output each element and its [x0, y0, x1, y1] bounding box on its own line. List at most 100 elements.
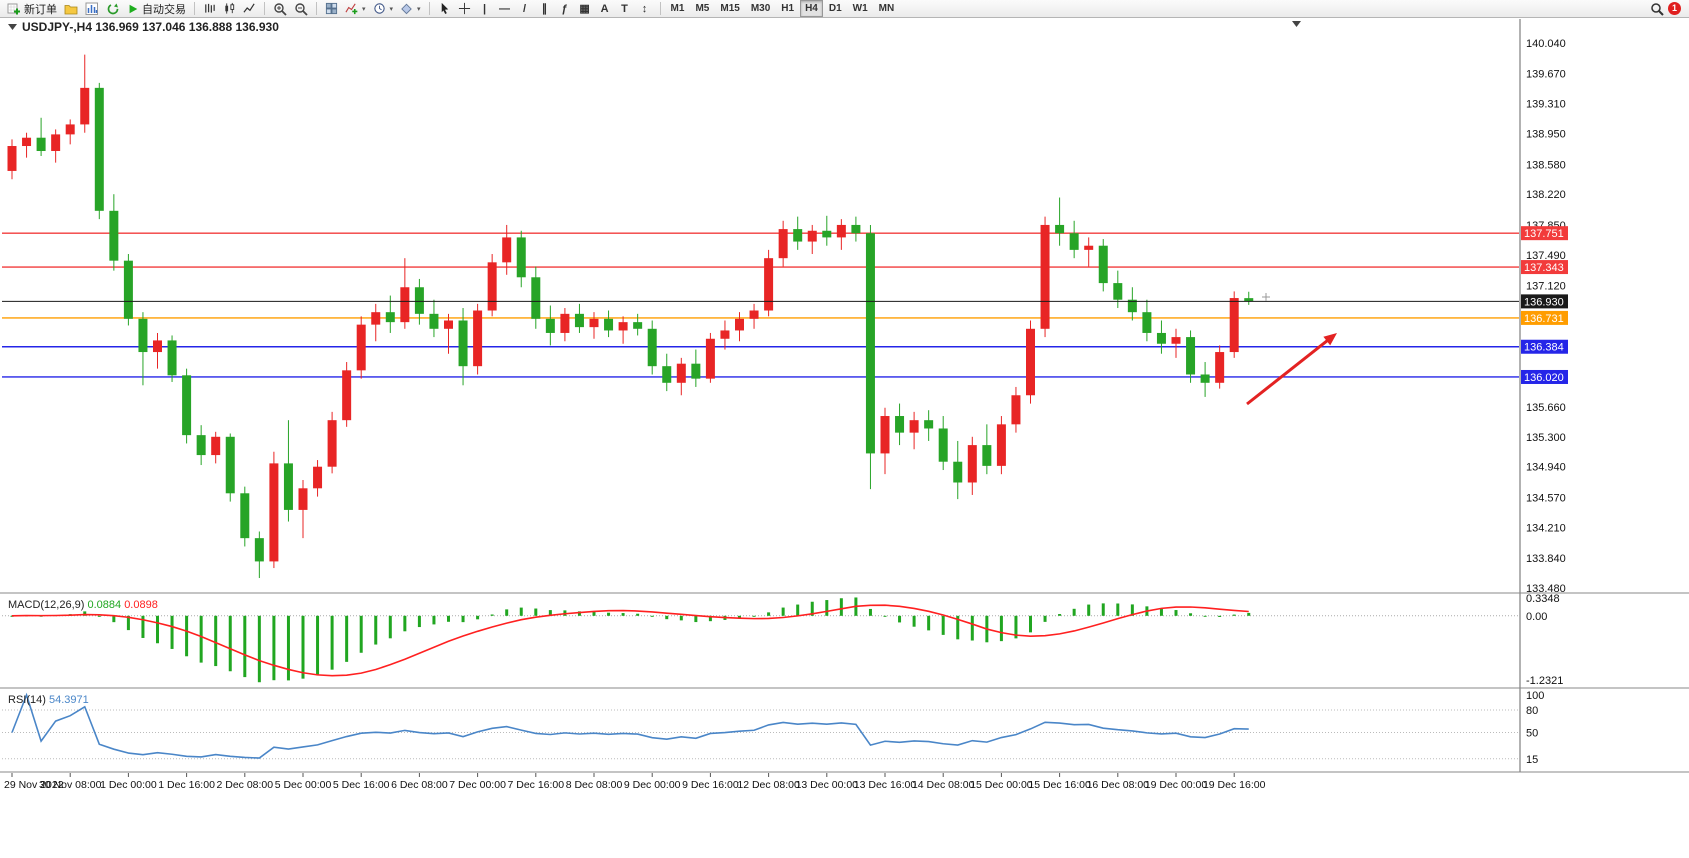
rsi-scale[interactable]: 100 80 50 15	[1526, 690, 1544, 766]
timeframe-M15-button[interactable]: M15	[720, 3, 740, 14]
price-tag-137.751: 137.751	[1521, 226, 1568, 241]
horizontal-line-button[interactable]: —	[499, 2, 511, 15]
periods-button[interactable]: ▾	[370, 1, 397, 17]
price-tag-136.930: 136.930	[1521, 294, 1568, 309]
svg-text:12 Dec 08:00: 12 Dec 08:00	[737, 779, 800, 791]
timeframe-M5-button[interactable]: M5	[695, 3, 710, 14]
svg-text:1 Dec 00:00: 1 Dec 00:00	[100, 779, 157, 791]
search-icon	[1650, 2, 1664, 16]
text-label-button[interactable]: T	[621, 2, 628, 15]
svg-text:-1.2321: -1.2321	[1526, 675, 1563, 687]
svg-text:0.00: 0.00	[1526, 611, 1547, 623]
svg-text:13 Dec 00:00: 13 Dec 00:00	[796, 779, 859, 791]
svg-text:136.731: 136.731	[1524, 313, 1564, 325]
arrows-button[interactable]: ↕	[641, 2, 648, 15]
timeframe-MN-button[interactable]: MN	[878, 3, 895, 14]
svg-text:80: 80	[1526, 705, 1538, 717]
svg-text:137.343: 137.343	[1524, 262, 1564, 274]
tile-windows-button[interactable]	[322, 1, 341, 17]
svg-text:133.480: 133.480	[1526, 583, 1566, 595]
svg-text:5 Dec 00:00: 5 Dec 00:00	[275, 779, 332, 791]
cursor-cross	[1262, 293, 1270, 301]
timeframe-H4-button[interactable]: H4	[800, 0, 823, 17]
crosshair-button[interactable]	[455, 1, 474, 17]
macd-scale[interactable]: 0.3348 0.00 -1.2321	[1526, 593, 1563, 687]
svg-text:19 Dec 16:00: 19 Dec 16:00	[1203, 779, 1266, 791]
refresh-icon	[106, 2, 120, 16]
chart-header: USDJPY-,H4 136.969 137.046 136.888 136.9…	[22, 20, 279, 34]
svg-text:139.310: 139.310	[1526, 99, 1566, 111]
svg-text:135.660: 135.660	[1526, 402, 1566, 414]
svg-text:134.940: 134.940	[1526, 462, 1566, 474]
svg-text:14 Dec 08:00: 14 Dec 08:00	[912, 779, 975, 791]
toolbar-separator	[659, 2, 661, 15]
refresh-button[interactable]	[103, 1, 123, 17]
rsi-line	[11, 692, 1249, 759]
timeframe-M30-button[interactable]: M30	[750, 3, 771, 14]
timeframe-W1-button[interactable]: W1	[852, 3, 868, 14]
svg-text:16 Dec 08:00: 16 Dec 08:00	[1087, 779, 1150, 791]
chart-shift-marker[interactable]	[1292, 21, 1301, 27]
candles-layer[interactable]	[7, 54, 1254, 579]
svg-text:7 Dec 00:00: 7 Dec 00:00	[449, 779, 506, 791]
svg-text:7 Dec 16:00: 7 Dec 16:00	[507, 779, 564, 791]
templates-button[interactable]: ▾	[397, 1, 424, 17]
svg-text:15: 15	[1526, 754, 1538, 766]
charts-button[interactable]	[82, 1, 102, 17]
svg-text:137.751: 137.751	[1524, 228, 1564, 240]
cursor-button[interactable]	[435, 1, 454, 17]
zoom-out-button[interactable]	[291, 1, 311, 17]
timeframes-group: M1 M5 M15 M30 H1 H4 D1 W1 MN	[666, 0, 900, 17]
zoom-in-button[interactable]	[270, 1, 290, 17]
candlestick-mode-button[interactable]	[220, 1, 239, 17]
chevron-down-icon: ▾	[417, 5, 421, 13]
svg-text:2 Dec 08:00: 2 Dec 08:00	[216, 779, 273, 791]
shapes-button[interactable]: ▦	[579, 3, 590, 15]
svg-text:134.570: 134.570	[1526, 492, 1566, 504]
toolbar-separator	[264, 2, 265, 15]
trend-arrow[interactable]	[1246, 333, 1337, 406]
crosshair-icon	[458, 2, 471, 15]
svg-text:29 Nov 2022: 29 Nov 2022	[4, 779, 64, 791]
svg-text:136.930: 136.930	[1524, 296, 1564, 308]
indicators-icon	[345, 2, 358, 15]
new-order-button[interactable]: 新订单	[4, 1, 60, 17]
svg-text:140.040: 140.040	[1526, 38, 1566, 50]
chevron-down-icon: ▾	[389, 5, 394, 13]
svg-text:6 Dec 08:00: 6 Dec 08:00	[391, 779, 448, 791]
svg-text:50: 50	[1526, 728, 1538, 740]
zoom-in-icon	[273, 2, 287, 16]
candlestick-icon	[223, 2, 236, 15]
svg-text:9 Dec 16:00: 9 Dec 16:00	[682, 779, 739, 791]
svg-text:9 Dec 00:00: 9 Dec 00:00	[624, 779, 681, 791]
clock-icon	[373, 2, 386, 15]
price-tag-136.384: 136.384	[1521, 339, 1568, 354]
equidistant-channel-button[interactable]: ∥	[541, 3, 548, 15]
timeframe-H1-button[interactable]: H1	[781, 3, 795, 14]
svg-text:136.384: 136.384	[1524, 342, 1564, 354]
trendline-button[interactable]: /	[523, 2, 527, 15]
notification-badge[interactable]: 1	[1668, 2, 1681, 15]
bar-chart-mode-button[interactable]	[200, 1, 219, 17]
svg-text:8 Dec 08:00: 8 Dec 08:00	[566, 779, 623, 791]
indicators-button[interactable]: ▾	[342, 1, 369, 17]
new-order-label: 新订单	[24, 3, 57, 16]
oneclick-dropdown-icon[interactable]	[8, 24, 17, 30]
profiles-button[interactable]	[61, 1, 81, 17]
rsi-label: RSI(14) 54.3971	[8, 694, 89, 706]
bar-chart-blue-icon	[85, 2, 99, 16]
vertical-line-button[interactable]: |	[483, 2, 487, 15]
macd-label: MACD(12,26,9) 0.0884 0.0898	[8, 599, 158, 611]
timeframe-M1-button[interactable]: M1	[670, 3, 685, 14]
autotrading-button[interactable]: 自动交易	[124, 1, 189, 17]
timeframe-D1-button[interactable]: D1	[828, 3, 842, 14]
drawing-tools-group: | — / ∥ ƒ ▦ A T ↕	[475, 1, 655, 17]
line-chart-mode-button[interactable]	[240, 1, 259, 17]
text-button[interactable]: A	[600, 2, 609, 15]
search-button[interactable]	[1647, 1, 1667, 17]
fibonacci-button[interactable]: ƒ	[561, 2, 568, 15]
svg-text:0.3348: 0.3348	[1526, 593, 1560, 605]
svg-text:15 Dec 16:00: 15 Dec 16:00	[1028, 779, 1091, 791]
